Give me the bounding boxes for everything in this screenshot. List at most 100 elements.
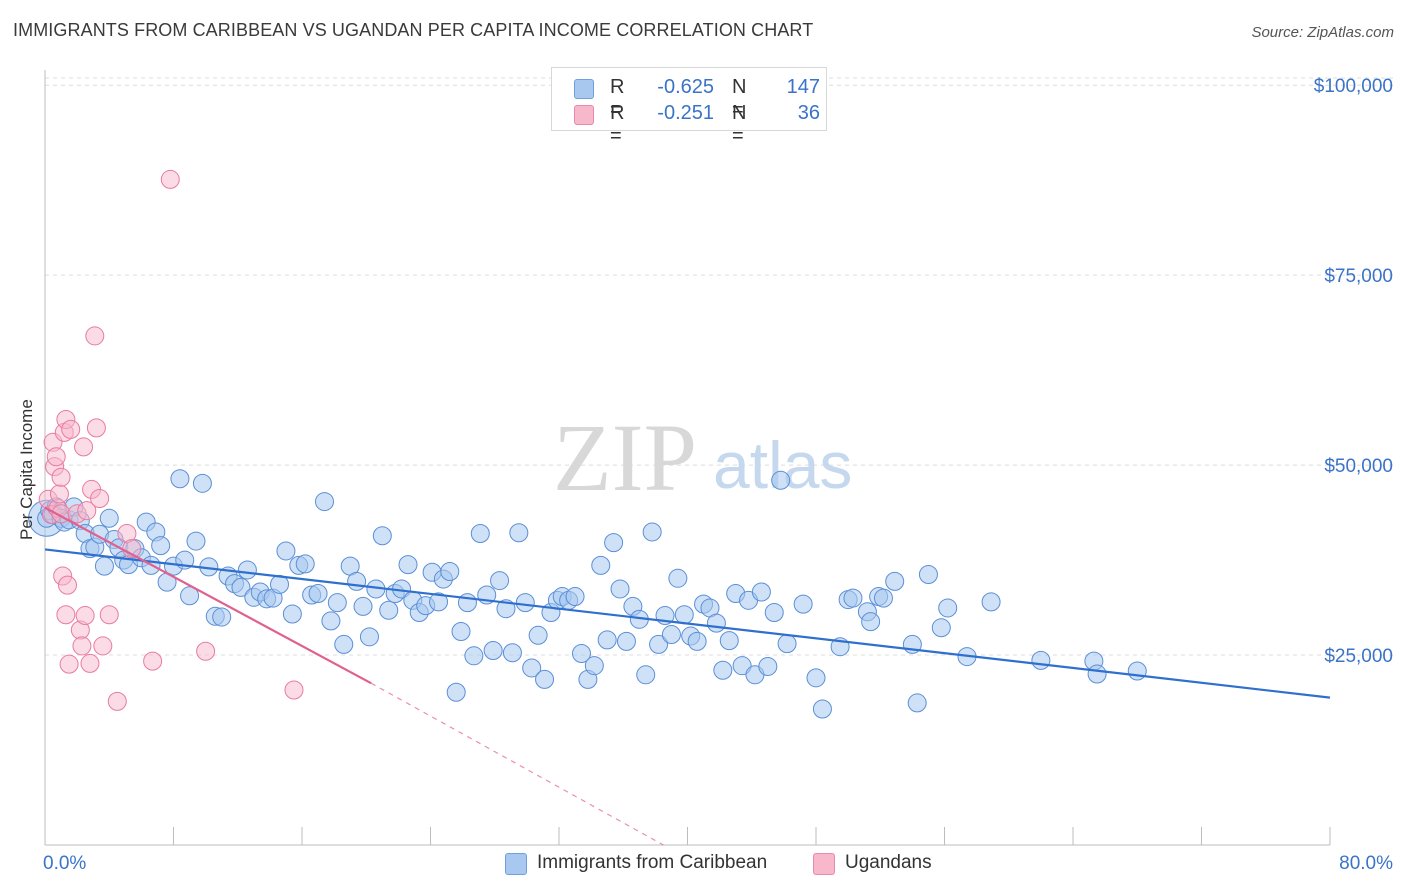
data-point-ugandans <box>107 691 127 711</box>
data-point-caribbean <box>591 555 611 575</box>
data-point-caribbean <box>604 533 624 553</box>
data-point-ugandans <box>74 437 94 457</box>
data-point-caribbean <box>483 640 503 660</box>
data-point-caribbean <box>276 541 296 561</box>
data-point-caribbean <box>151 536 171 556</box>
data-point-caribbean <box>509 523 529 543</box>
n-label: N = <box>732 102 747 147</box>
data-point-caribbean <box>771 470 791 490</box>
data-point-caribbean <box>180 586 200 606</box>
data-point-caribbean <box>440 561 460 581</box>
data-point-caribbean <box>186 531 206 551</box>
trend-line-caribbean <box>44 548 1331 699</box>
data-point-caribbean <box>616 631 636 651</box>
data-point-caribbean <box>99 508 119 528</box>
data-point-caribbean <box>451 621 471 641</box>
data-point-caribbean <box>295 554 315 574</box>
data-point-caribbean <box>751 582 771 602</box>
data-point-caribbean <box>861 612 881 632</box>
data-point-caribbean <box>327 593 347 613</box>
data-point-caribbean <box>502 643 522 663</box>
data-point-caribbean <box>353 596 373 616</box>
data-point-ugandans <box>51 467 71 487</box>
series-ugandans <box>38 169 304 711</box>
data-point-caribbean <box>334 634 354 654</box>
x-tick-label: 80.0% <box>1339 853 1393 874</box>
data-point-caribbean <box>706 613 726 633</box>
data-point-caribbean <box>571 644 591 664</box>
data-point-caribbean <box>843 588 863 608</box>
data-point-caribbean <box>515 593 535 613</box>
y-tick-label: $25,000 <box>1324 646 1393 667</box>
watermark-zip: ZIP <box>553 404 697 511</box>
data-point-ugandans <box>86 418 106 438</box>
trend-line-ugandans-extension <box>370 682 664 846</box>
data-point-caribbean <box>597 630 617 650</box>
data-point-caribbean <box>308 584 328 604</box>
data-point-caribbean <box>668 568 688 588</box>
data-point-caribbean <box>793 594 813 614</box>
data-point-caribbean <box>429 592 449 612</box>
data-point-caribbean <box>931 618 951 638</box>
data-point-ugandans <box>49 484 69 504</box>
data-point-caribbean <box>938 598 958 618</box>
data-point-caribbean <box>918 565 938 585</box>
data-point-ugandans <box>80 653 100 673</box>
data-point-caribbean <box>192 473 212 493</box>
data-point-ugandans <box>90 489 110 509</box>
series-legend: Immigrants from Caribbean Ugandans <box>0 851 1406 879</box>
r-value: -0.251 <box>657 102 714 124</box>
data-point-caribbean <box>372 526 392 546</box>
axes <box>44 70 1331 846</box>
source-label: Source: ZipAtlas.com <box>1251 24 1394 41</box>
data-point-ugandans <box>46 447 66 467</box>
tick-labels: $25,000 $50,000 $75,000 $100,000 0.0% 80.0% <box>43 76 1393 874</box>
data-point-ugandans <box>160 169 180 189</box>
data-point-ugandans <box>75 606 95 626</box>
data-point-caribbean <box>237 560 257 580</box>
data-point-caribbean <box>446 682 466 702</box>
data-point-caribbean <box>321 611 341 631</box>
data-point-caribbean <box>610 579 630 599</box>
ugandans-swatch <box>574 105 594 125</box>
data-point-ugandans <box>56 605 76 625</box>
data-point-ugandans <box>72 636 92 656</box>
data-point-caribbean <box>359 627 379 647</box>
data-point-ugandans <box>196 641 216 661</box>
data-point-caribbean <box>94 556 114 576</box>
data-point-caribbean <box>732 656 752 676</box>
caribbean-swatch <box>574 79 594 99</box>
data-point-caribbean <box>907 693 927 713</box>
data-point-ugandans <box>61 419 81 439</box>
data-point-caribbean <box>212 607 232 627</box>
chart-title: IMMIGRANTS FROM CARIBBEAN VS UGANDAN PER… <box>13 20 814 40</box>
data-point-caribbean <box>347 571 367 591</box>
data-point-caribbean <box>522 658 542 678</box>
data-point-caribbean <box>528 625 548 645</box>
x-tick-label: 0.0% <box>43 853 86 874</box>
watermark: ZIP atlas <box>553 404 852 511</box>
r-value: -0.625 <box>657 76 714 98</box>
data-point-caribbean <box>687 631 707 651</box>
watermark-atlas: atlas <box>713 428 852 502</box>
data-point-caribbean <box>490 571 510 591</box>
data-point-caribbean <box>1031 650 1051 670</box>
data-point-caribbean <box>1127 661 1147 681</box>
data-point-caribbean <box>642 522 662 542</box>
data-point-caribbean <box>314 492 334 512</box>
data-point-caribbean <box>719 631 739 651</box>
data-point-ugandans <box>59 654 79 674</box>
data-point-caribbean <box>661 625 681 645</box>
n-value: 147 <box>786 76 820 98</box>
data-point-caribbean <box>981 592 1001 612</box>
data-point-caribbean <box>885 571 905 591</box>
y-tick-label: $100,000 <box>1314 76 1393 97</box>
data-point-caribbean <box>1087 664 1107 684</box>
legend-label: Ugandans <box>845 852 932 873</box>
data-point-caribbean <box>231 577 251 597</box>
trend-line-ugandans <box>44 506 372 685</box>
ugandans-swatch <box>813 853 835 875</box>
data-point-caribbean <box>470 523 490 543</box>
data-point-caribbean <box>464 646 484 666</box>
